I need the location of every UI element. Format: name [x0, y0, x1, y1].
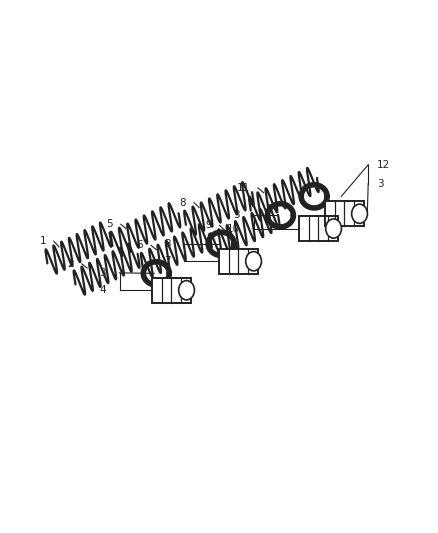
- Text: 2: 2: [67, 259, 74, 269]
- Circle shape: [179, 280, 194, 300]
- Text: 3: 3: [99, 268, 106, 278]
- Text: 1: 1: [39, 236, 46, 246]
- Circle shape: [326, 219, 342, 238]
- Text: 4: 4: [99, 285, 106, 295]
- Circle shape: [352, 204, 367, 223]
- Text: 7: 7: [164, 256, 170, 266]
- Circle shape: [246, 252, 261, 271]
- Bar: [152, 278, 191, 303]
- Text: 12: 12: [377, 160, 390, 169]
- Text: 9: 9: [205, 220, 212, 230]
- Text: 3: 3: [377, 179, 383, 189]
- Bar: [299, 216, 338, 241]
- Text: 5: 5: [106, 219, 113, 229]
- Bar: [152, 278, 191, 303]
- Text: 3: 3: [164, 239, 170, 249]
- Text: 6: 6: [137, 240, 143, 251]
- Bar: [325, 201, 364, 227]
- Bar: [325, 201, 364, 227]
- Bar: [219, 248, 258, 274]
- Bar: [299, 216, 338, 241]
- Text: 8: 8: [180, 198, 186, 208]
- Bar: [219, 248, 258, 274]
- Text: 10: 10: [226, 223, 240, 233]
- Text: 3: 3: [233, 211, 240, 220]
- Text: 11: 11: [237, 183, 250, 193]
